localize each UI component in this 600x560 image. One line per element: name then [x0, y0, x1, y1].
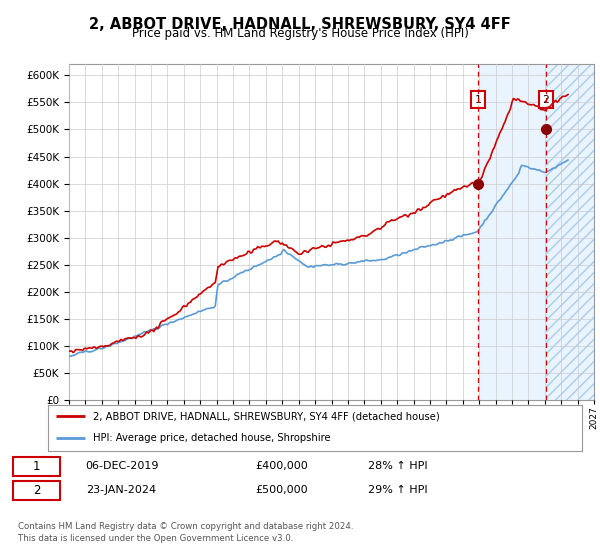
Text: 1: 1: [33, 460, 40, 473]
FancyBboxPatch shape: [13, 481, 60, 500]
Bar: [546, 64, 594, 400]
FancyBboxPatch shape: [13, 457, 60, 476]
Text: 2: 2: [33, 484, 40, 497]
Text: HPI: Average price, detached house, Shropshire: HPI: Average price, detached house, Shro…: [94, 433, 331, 443]
Text: Contains HM Land Registry data © Crown copyright and database right 2024.
This d: Contains HM Land Registry data © Crown c…: [18, 522, 353, 543]
Text: 28% ↑ HPI: 28% ↑ HPI: [368, 461, 427, 471]
Bar: [479, 64, 594, 400]
Text: £400,000: £400,000: [255, 461, 308, 471]
Text: 1: 1: [475, 95, 481, 105]
Text: 23-JAN-2024: 23-JAN-2024: [86, 485, 156, 495]
Text: £500,000: £500,000: [255, 485, 308, 495]
Bar: [546, 64, 594, 400]
Text: Price paid vs. HM Land Registry's House Price Index (HPI): Price paid vs. HM Land Registry's House …: [131, 27, 469, 40]
Text: 29% ↑ HPI: 29% ↑ HPI: [368, 485, 427, 495]
Text: 06-DEC-2019: 06-DEC-2019: [86, 461, 159, 471]
Text: 2: 2: [542, 95, 550, 105]
Text: 2, ABBOT DRIVE, HADNALL, SHREWSBURY, SY4 4FF: 2, ABBOT DRIVE, HADNALL, SHREWSBURY, SY4…: [89, 17, 511, 32]
Text: 2, ABBOT DRIVE, HADNALL, SHREWSBURY, SY4 4FF (detached house): 2, ABBOT DRIVE, HADNALL, SHREWSBURY, SY4…: [94, 412, 440, 421]
